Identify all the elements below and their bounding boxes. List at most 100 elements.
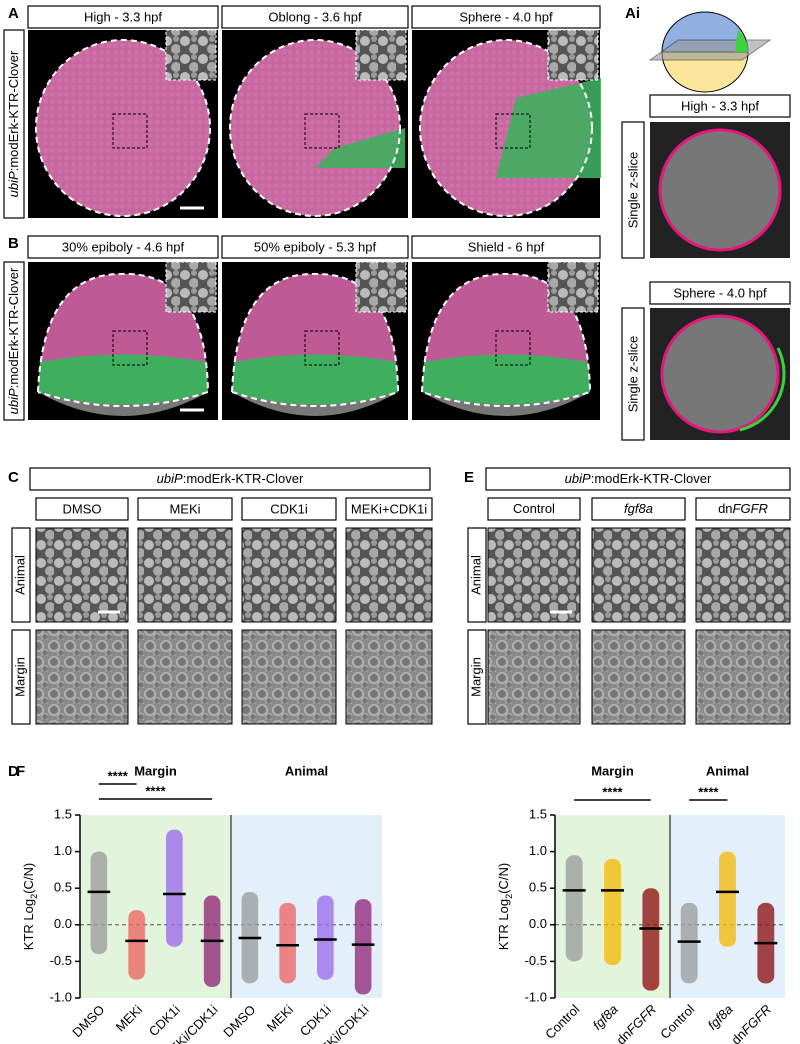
- high-region: [232, 354, 398, 405]
- spread: [354, 899, 372, 995]
- micrograph: [345, 629, 433, 725]
- x-tick-label: DMSO: [220, 1002, 258, 1040]
- panel-label: C: [8, 469, 19, 486]
- inset-region: [495, 113, 531, 149]
- panel-label: D: [8, 763, 19, 780]
- inset-region: [112, 113, 148, 149]
- x-tick-label: Control: [657, 1002, 697, 1042]
- spread: [604, 858, 621, 966]
- row-label: Animal: [468, 555, 483, 595]
- x-tick-label: dnFGFR: [614, 1002, 660, 1044]
- x-tick-label: MEKi: [264, 1002, 297, 1035]
- text-part: FGFR: [739, 1002, 775, 1038]
- text-part: :modErk-KTR-Clover: [6, 50, 21, 171]
- micrograph: [35, 629, 129, 725]
- label-box: [411, 235, 601, 259]
- image-title: Sphere - 4.0 hpf: [459, 9, 553, 24]
- group-label: Margin: [134, 763, 177, 778]
- y-tick-label: -1.0: [50, 989, 72, 1004]
- legend-label: High: [33, 36, 62, 51]
- text-part: ubiP: [157, 471, 183, 486]
- y-axis-label: KTR Log2(C/N): [496, 863, 514, 950]
- x-tick-label: Control: [542, 1002, 582, 1042]
- image-title: 30% epiboly - 4.6 hpf: [62, 239, 185, 254]
- legend-label: Low: [33, 54, 60, 69]
- x-tick-label: DMSO: [69, 1002, 107, 1040]
- spread: [680, 902, 698, 984]
- micrograph: [695, 629, 791, 725]
- micrograph: [591, 629, 686, 725]
- significance-label: ****: [108, 768, 129, 783]
- label-box: [221, 5, 409, 29]
- inset-region: [304, 113, 340, 149]
- micrograph: [241, 629, 337, 725]
- panel-label: E: [464, 469, 474, 486]
- micrograph: [241, 527, 337, 623]
- text-part: 2: [504, 894, 514, 899]
- row-label: Margin: [468, 657, 483, 697]
- micrograph: [487, 629, 581, 725]
- spread: [90, 851, 108, 955]
- y-tick-label: 0.0: [54, 916, 72, 931]
- label-box: [3, 29, 25, 219]
- label-box: [35, 497, 129, 521]
- label-box: [485, 467, 791, 491]
- high-region: [422, 354, 590, 405]
- condition-label: dnFGFR: [718, 501, 768, 516]
- label-box: [11, 527, 31, 623]
- text-part: KTR Log: [496, 899, 511, 950]
- text-part: ubiP: [6, 171, 21, 197]
- label-box: [487, 497, 581, 521]
- high-region: [38, 354, 208, 405]
- text-part: :modErk-KTR-Clover: [6, 267, 21, 388]
- text-part: 2: [29, 894, 39, 899]
- row-label: Single z-slice: [625, 336, 640, 413]
- label-box: [11, 629, 31, 725]
- text-part: fgf8a: [624, 501, 653, 516]
- y-tick-label: 0.5: [54, 880, 72, 895]
- group-label: Animal: [706, 763, 749, 778]
- condition-label: MEKi+CDK1i: [351, 501, 427, 516]
- y-tick-label: -1.0: [525, 989, 547, 1004]
- x-tick-label: fgf8a: [705, 1002, 736, 1033]
- y-tick-label: 1.0: [529, 843, 547, 858]
- legend-label: Low: [33, 286, 60, 301]
- panel-label: A: [8, 5, 19, 22]
- text-part: Control: [542, 1002, 582, 1042]
- micrograph: [695, 527, 791, 623]
- row-label: Margin: [12, 657, 27, 697]
- y-tick-label: -0.5: [50, 953, 72, 968]
- text-part: Control: [657, 1002, 697, 1042]
- text-part: ubiP: [6, 388, 21, 414]
- y-tick-label: 1.5: [529, 806, 547, 821]
- y-tick-label: -0.5: [525, 953, 547, 968]
- spread: [279, 902, 296, 984]
- text-part: KTR Log: [21, 899, 36, 950]
- margin-schematic: [735, 30, 748, 52]
- inset: [355, 29, 407, 81]
- text-part: fgf8a: [590, 1002, 621, 1033]
- condition-label: Control: [513, 501, 555, 516]
- high-arc: [739, 347, 786, 432]
- label-box: [649, 281, 791, 305]
- panel-label: F: [16, 763, 25, 780]
- group-label: Margin: [591, 763, 634, 778]
- text-part: fgf8a: [705, 1002, 736, 1033]
- significance-label: ****: [602, 784, 623, 799]
- slice: [660, 314, 780, 434]
- inset-region: [112, 330, 148, 366]
- y-tick-label: 0.0: [529, 916, 547, 931]
- label-box: [467, 527, 487, 623]
- spread: [317, 895, 334, 980]
- label-box: [27, 235, 219, 259]
- text-part: :modErk-KTR-Clover: [591, 471, 712, 486]
- text-part: :modErk-KTR-Clover: [183, 471, 304, 486]
- legend-label: High: [33, 268, 62, 283]
- row-label: ubiP:modErk-KTR-Clover: [6, 50, 21, 197]
- inset: [547, 29, 599, 81]
- y-tick-label: 0.5: [529, 880, 547, 895]
- row-label: ubiP:modErk-KTR-Clover: [6, 267, 21, 414]
- significance-label: ****: [145, 783, 166, 798]
- inset: [355, 261, 407, 313]
